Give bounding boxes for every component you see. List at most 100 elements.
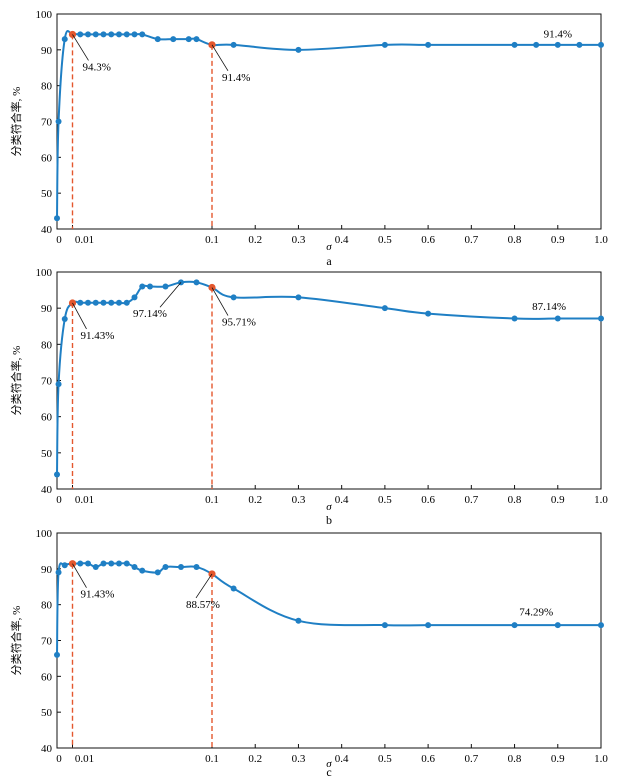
panel-c-ylabel: 分类符合率, % — [9, 606, 23, 676]
panel-a-data-point — [55, 118, 62, 125]
panel-b-xtick-label: 0.6 — [421, 494, 435, 506]
panel-a-ytick-label: 60 — [41, 152, 53, 164]
panel-a-data-point — [554, 41, 561, 48]
panel-b-ytick-label: 90 — [41, 303, 53, 315]
panel-b-data-point — [85, 299, 91, 306]
panel-b-label: b — [326, 513, 332, 527]
panel-c-xtick-label: 0.4 — [335, 753, 349, 765]
panel-b-xtick-label: 0.8 — [508, 494, 522, 506]
panel-c-ytick-label: 40 — [41, 743, 53, 755]
panel-b-data-point — [77, 299, 84, 306]
panel-b-xtick-label: 0 — [56, 494, 62, 506]
panel-b-data-point — [54, 471, 60, 478]
panel-a-data-point — [425, 41, 432, 48]
panel-c-data-point — [85, 560, 91, 567]
panel-c-xtick-label: 0 — [56, 753, 62, 765]
panel-a-highlight-label: 94.3% — [83, 61, 111, 73]
panel-a-data-point — [123, 31, 130, 38]
panel-c-xtick-label: 0.2 — [248, 753, 262, 765]
panel-a-ylabel: 分类符合率, % — [9, 87, 23, 157]
panel-b-leader-line — [211, 287, 229, 316]
panel-a-xlabel: σ — [326, 241, 332, 253]
panel-c-ytick-label: 50 — [41, 707, 53, 719]
panel-a-data-point — [381, 41, 388, 48]
panel-a-data-point — [77, 31, 84, 38]
panel-c-label: c — [326, 765, 331, 779]
panel-a-ytick-label: 90 — [41, 45, 53, 57]
panel-a-annotation: 91.4% — [544, 28, 572, 40]
panel-b-ytick-label: 80 — [41, 339, 53, 351]
panel-b-data-point — [554, 315, 561, 322]
panel-a-data-point — [193, 36, 200, 43]
panel-b-data-point — [193, 279, 200, 286]
panel-a-data-point — [598, 41, 604, 48]
panel-c-ytick-label: 90 — [41, 564, 53, 576]
panel-a-xtick-label: 0.9 — [551, 234, 565, 246]
panel-c-data-point — [61, 562, 68, 569]
panel-a-data-point — [139, 31, 146, 38]
panel-c-ytick-label: 80 — [41, 600, 53, 612]
panel-b-ytick-label: 50 — [41, 448, 53, 460]
panel-c-xtick-label: 0.01 — [75, 753, 94, 765]
panel-a-xtick-label: 0.1 — [205, 234, 219, 246]
panel-b-data-point — [131, 294, 138, 301]
panel-c-xtick-label: 0.1 — [205, 753, 219, 765]
panel-c-data-point — [230, 585, 237, 592]
panel-c-data-point — [178, 564, 184, 571]
panel-b-xtick-label: 0.01 — [75, 494, 94, 506]
panel-b-ytick-label: 100 — [36, 267, 53, 279]
panel-a-leader-line — [211, 44, 229, 72]
panel-b-data-point — [61, 316, 68, 323]
panel-b-data-point — [147, 283, 153, 290]
panel-b-peak-leader-line — [159, 282, 182, 308]
panel-c-data-point — [100, 560, 107, 567]
panel-a-xtick-label: 0 — [56, 234, 62, 246]
panel-a-data-point — [230, 41, 237, 48]
panel-c-xlabel: σ — [326, 758, 332, 770]
panel-a-ytick-label: 40 — [41, 224, 53, 236]
panel-a-data-point — [116, 31, 122, 38]
panel-b-xtick-label: 0.5 — [378, 494, 392, 506]
panel-a-frame — [56, 13, 602, 230]
panel-a-data-point — [154, 36, 161, 43]
panel-c-data-point — [162, 564, 169, 571]
panel-a-xtick-label: 0.5 — [378, 234, 392, 246]
panel-c-data-point — [131, 564, 138, 571]
panel-b-annotation: 97.14% — [133, 308, 167, 320]
panel-c-data-point — [123, 560, 130, 567]
panel-b-data-point — [511, 315, 518, 322]
panel-a-ytick-label: 70 — [41, 117, 53, 129]
panel-a-data-point — [511, 41, 518, 48]
panel-a-data-point — [92, 31, 99, 38]
panel-c-data-point — [554, 622, 561, 629]
panel-a-xtick-label: 0.7 — [464, 234, 478, 246]
panel-b-data-point — [92, 299, 99, 306]
panel-a-xtick-label: 0.6 — [421, 234, 435, 246]
panel-a-data-point — [295, 46, 302, 53]
panel-a-ytick-label: 50 — [41, 188, 53, 200]
panel-b-xtick-label: 0.4 — [335, 494, 349, 506]
panel-b-data-point — [100, 299, 107, 306]
panel-b-data-point — [295, 294, 302, 301]
panel-a-xtick-label: 0.4 — [335, 234, 349, 246]
panel-b-xtick-label: 0.7 — [464, 494, 478, 506]
panel-b-highlight-label: 95.71% — [222, 317, 256, 329]
panel-c-xtick-label: 0.7 — [464, 753, 478, 765]
panel-b-data-point — [123, 299, 130, 306]
panel-c-data-point — [598, 622, 604, 629]
panel-b-data-point — [425, 310, 432, 317]
panel-a-xtick-label: 0.2 — [248, 234, 262, 246]
panel-a-xtick-label: 1.0 — [594, 234, 608, 246]
panel-b-ytick-label: 40 — [41, 484, 53, 496]
panel-a-label: a — [326, 254, 332, 268]
panel-c-data-point — [193, 564, 200, 571]
panel-c-data-point — [55, 569, 62, 576]
panel-a-data-point — [61, 36, 68, 43]
panel-c-data-point — [511, 622, 518, 629]
panel-b-xtick-label: 1.0 — [594, 494, 608, 506]
panel-b-annotation: 87.14% — [532, 301, 566, 313]
panel-c-xtick-label: 0.8 — [508, 753, 522, 765]
panel-c-leader-line — [72, 563, 87, 588]
panel-b-data-point — [230, 294, 237, 301]
